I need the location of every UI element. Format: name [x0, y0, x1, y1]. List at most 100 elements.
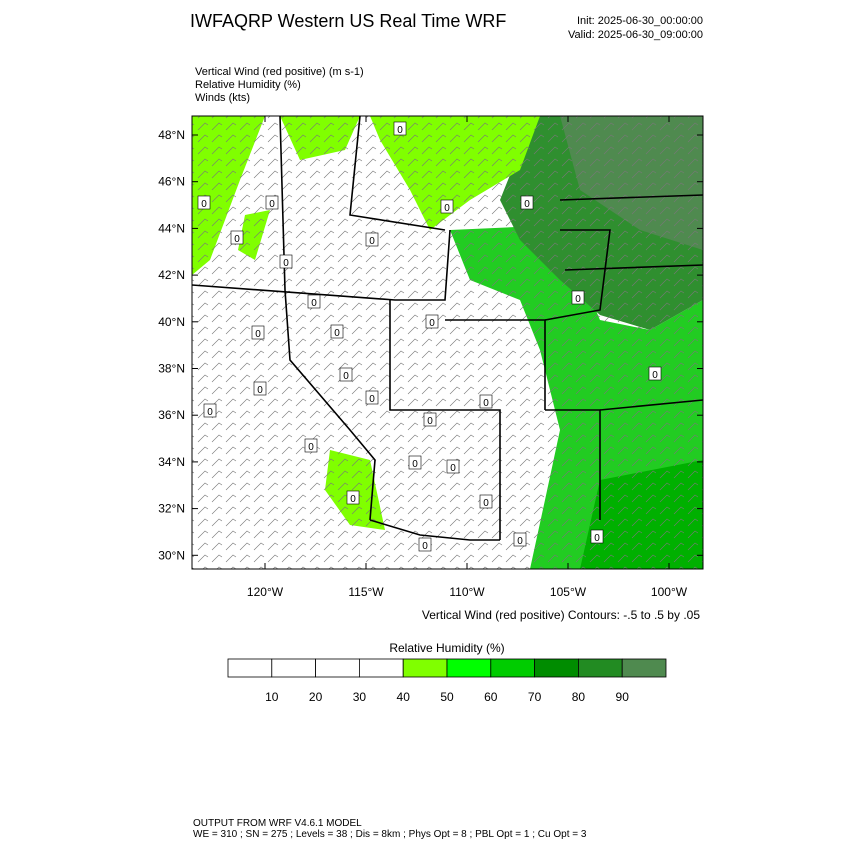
colorbar-title: Relative Humidity (%)	[389, 641, 504, 655]
contour-label-box	[279, 254, 293, 269]
lat-label: 36°N	[158, 408, 185, 422]
colorbar-box	[227, 658, 273, 678]
contour-label: 0	[524, 199, 530, 210]
contour-label: 0	[427, 416, 433, 427]
colorbar-label: 10	[265, 690, 279, 704]
colorbar-label: 20	[309, 690, 323, 704]
contour-label: 0	[450, 463, 456, 474]
contour-label-box	[304, 438, 318, 453]
contour-label-box	[440, 199, 454, 214]
contour-label: 0	[483, 498, 489, 509]
map: 0 0 0 0 0 0 0 0 0 0 0 0 0 0 0 0 0 0 0 0 0 0 0 0 0 0 0 0	[192, 116, 703, 569]
field-name: Vertical Wind (red positive) (m s-1)	[195, 66, 364, 78]
lat-label: 40°N	[158, 315, 185, 329]
map-frame	[191, 115, 704, 570]
contour-note: Vertical Wind (red positive) Contours: -…	[422, 608, 700, 622]
contour-label-box	[365, 390, 379, 405]
contour-label-box	[339, 367, 353, 382]
lat-label: 32°N	[158, 502, 185, 516]
colorbar-box	[271, 658, 316, 678]
contour-label-box	[230, 230, 244, 245]
lat-label: 34°N	[158, 455, 185, 469]
field-name: Winds (kts)	[195, 92, 250, 104]
contour-label-box	[513, 532, 527, 547]
contour-label-box	[479, 494, 493, 509]
contour-label: 0	[343, 371, 349, 382]
colorbar-box	[490, 658, 535, 678]
contour-label: 0	[369, 236, 375, 247]
lon-label: 105°W	[550, 585, 587, 599]
lat-label: 30°N	[158, 548, 185, 562]
contour-label: 0	[412, 459, 418, 470]
contour-label: 0	[257, 385, 263, 396]
contour-label: 0	[652, 370, 658, 381]
contour-label: 0	[234, 234, 240, 245]
colorbar-label: 40	[397, 690, 411, 704]
colorbar-label: 80	[572, 690, 586, 704]
colorbar-label: 90	[616, 690, 630, 704]
title: IWFAQRP Western US Real Time WRF	[190, 11, 506, 31]
contour-label: 0	[311, 298, 317, 309]
contour-label: 0	[594, 533, 600, 544]
contour-label: 0	[517, 536, 523, 547]
contour-label-box	[520, 195, 534, 210]
colorbar-label: 30	[353, 690, 367, 704]
contour-label-box	[197, 195, 211, 210]
lon-label: 120°W	[247, 585, 284, 599]
lat-label: 48°N	[158, 128, 185, 142]
contour-label-box	[408, 455, 422, 470]
contour-label-box	[590, 529, 604, 544]
lat-label: 38°N	[158, 362, 185, 376]
contour-label-box	[393, 121, 407, 136]
contour-label-box	[446, 459, 460, 474]
lat-label: 46°N	[158, 175, 185, 189]
contour-label: 0	[207, 407, 213, 418]
contour-label: 0	[483, 398, 489, 409]
contour-label-box	[423, 412, 437, 427]
contour-label-box	[365, 232, 379, 247]
lon-label: 115°W	[348, 585, 384, 599]
contour-label: 0	[397, 125, 403, 136]
contour-label-box	[479, 394, 493, 409]
contour-label: 0	[429, 318, 435, 329]
contour-label-box	[648, 366, 662, 381]
contour-label: 0	[269, 199, 275, 210]
contour-label-box	[253, 381, 267, 396]
colorbar-box	[621, 658, 667, 678]
contour-label-box	[251, 325, 265, 340]
colorbar-label: 50	[440, 690, 454, 704]
contour-label: 0	[201, 199, 207, 210]
lon-label: 100°W	[651, 585, 688, 599]
contour-label-box	[203, 403, 217, 418]
colorbar-box	[402, 658, 448, 678]
lat-label: 44°N	[158, 221, 185, 235]
contour-label: 0	[350, 494, 356, 505]
lon-label: 110°W	[449, 585, 485, 599]
contour-label-box	[571, 290, 585, 305]
colorbar-label: 60	[484, 690, 498, 704]
contour-label: 0	[422, 541, 428, 552]
colorbar-box	[446, 658, 492, 678]
contour-label: 0	[255, 329, 261, 340]
contour-label-box	[307, 294, 321, 309]
colorbar-box	[358, 658, 404, 678]
field-name: Relative Humidity (%)	[195, 79, 301, 91]
init-time: Init: 2025-06-30_00:00:00	[577, 15, 703, 27]
contour-label: 0	[444, 203, 450, 214]
contour-label: 0	[334, 328, 340, 339]
contour-label: 0	[308, 442, 314, 453]
contour-label-box	[418, 537, 432, 552]
colorbar-box	[534, 658, 579, 678]
footer: OUTPUT FROM WRF V4.6.1 MODEL	[193, 818, 362, 829]
colorbar-box	[315, 658, 360, 678]
valid-time: Valid: 2025-06-30_09:00:00	[568, 29, 703, 41]
lat-label: 42°N	[158, 268, 185, 282]
colorbar-box	[578, 658, 623, 678]
contour-label: 0	[283, 258, 289, 269]
contour-label-box	[425, 314, 439, 329]
contour-label: 0	[369, 394, 375, 405]
contour-label: 0	[575, 294, 581, 305]
contour-label-box	[265, 195, 279, 210]
contour-label-box	[330, 324, 344, 339]
